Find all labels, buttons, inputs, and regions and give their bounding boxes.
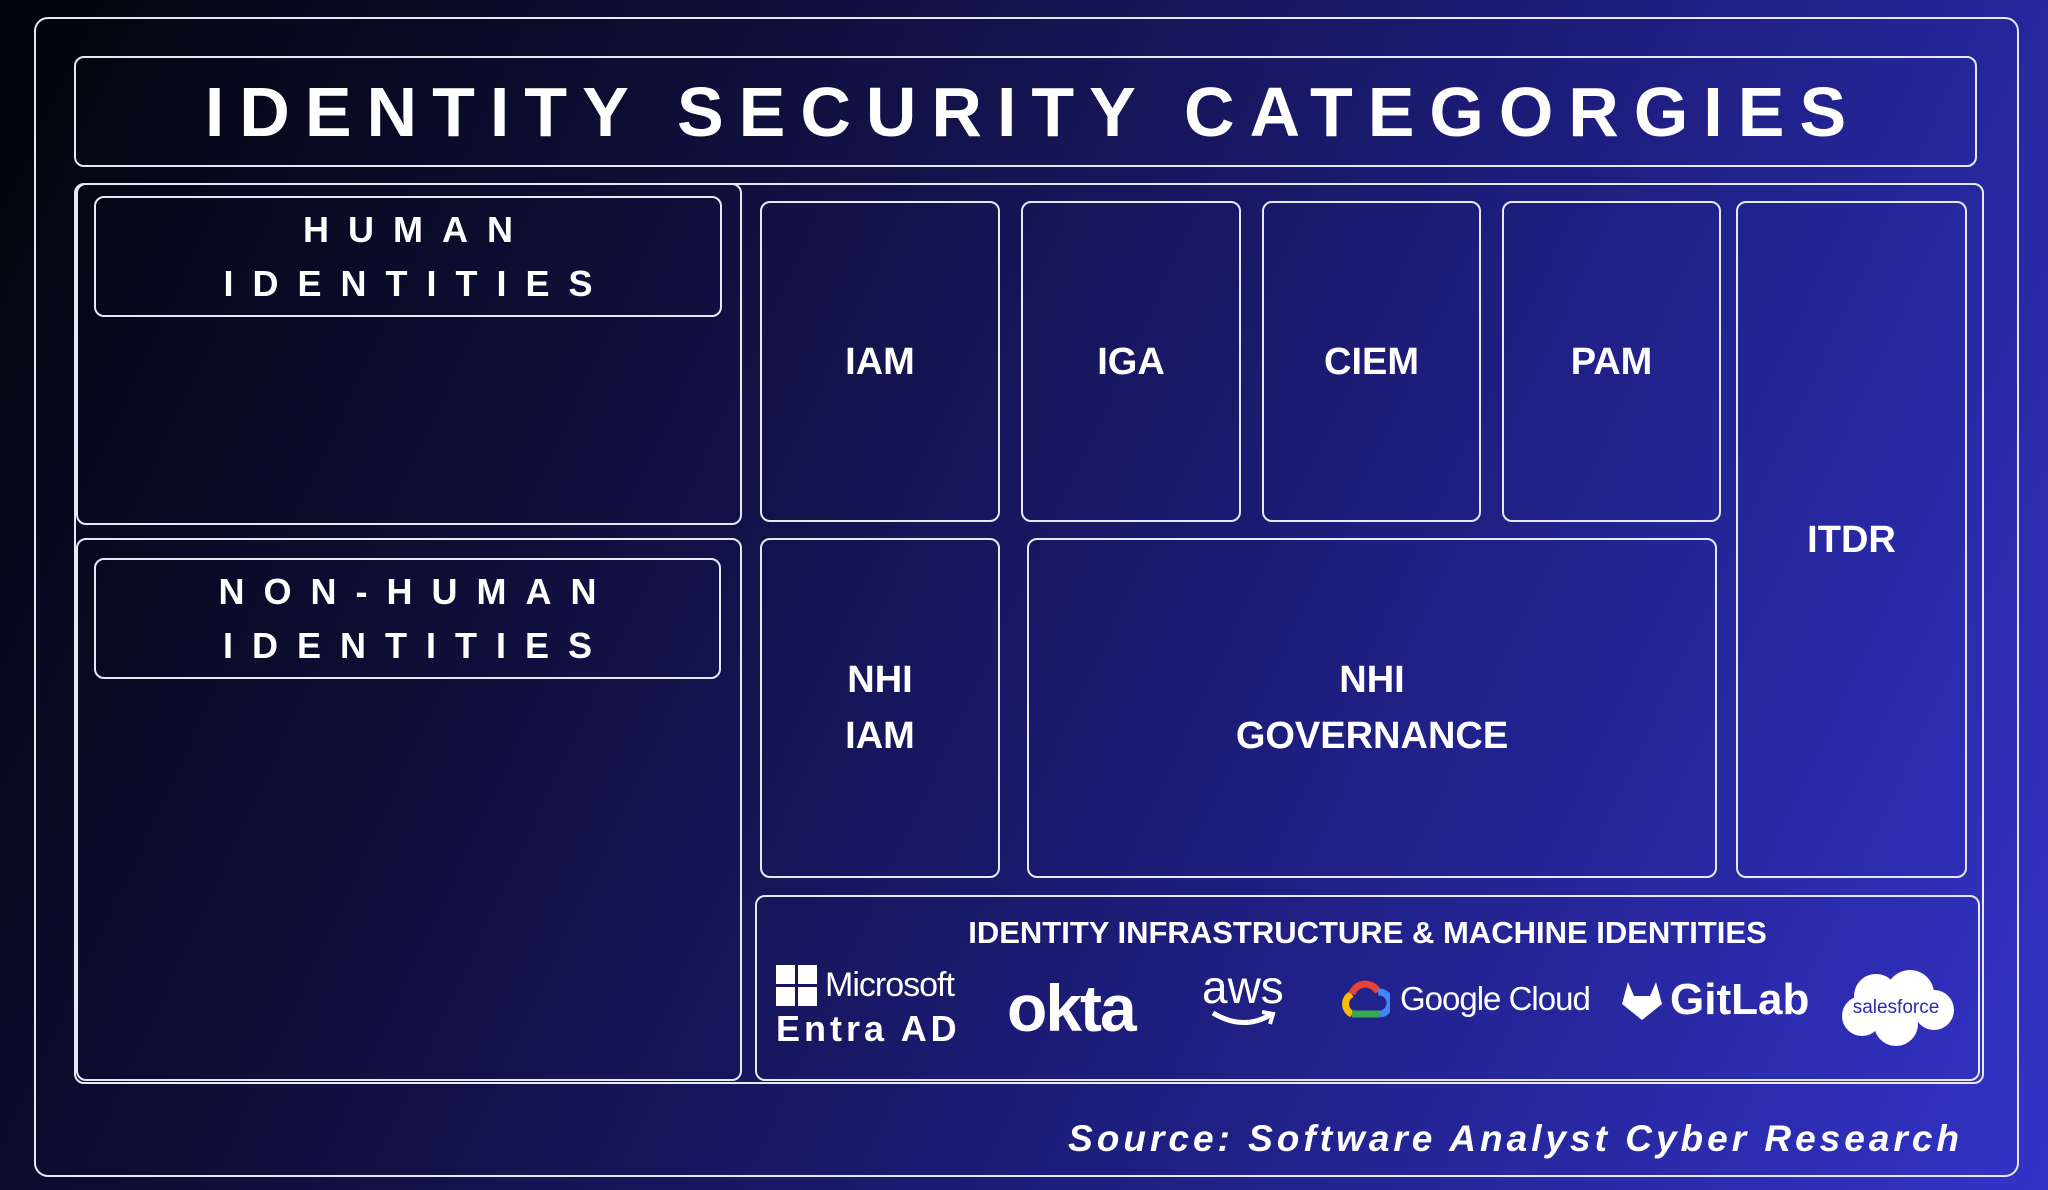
- gitlab-fox-icon: [1622, 982, 1662, 1020]
- microsoft-entra-logo: Microsoft Entra AD: [776, 965, 961, 1049]
- okta-logo: okta: [1007, 971, 1137, 1045]
- source-credit: Source: Software Analyst Cyber Research: [1068, 1118, 1963, 1159]
- human-identities-label: HUMAN IDENTITIES: [94, 196, 722, 317]
- human-identities-section: [76, 183, 742, 525]
- nonhuman-identities-label: NON-HUMAN IDENTITIES: [94, 558, 721, 679]
- salesforce-cloud-icon: [1842, 970, 1954, 1046]
- nonhuman-identities-section: [76, 538, 742, 1081]
- amazon-smile-icon: [1211, 1010, 1276, 1025]
- category-pam: PAM: [1502, 201, 1721, 522]
- identity-infrastructure-section: IDENTITY INFRASTRUCTURE & MACHINE IDENTI…: [755, 895, 1980, 1081]
- category-iga: IGA: [1021, 201, 1241, 522]
- outer-frame: [34, 17, 2019, 1177]
- category-nhi-iam: NHI IAM: [760, 538, 1000, 878]
- gitlab-logo: GitLab: [1620, 975, 1809, 1025]
- category-iam: IAM: [760, 201, 1000, 522]
- main-container: [74, 183, 1984, 1084]
- google-cloud-logo: Google Cloud: [1340, 980, 1591, 1018]
- infra-title: IDENTITY INFRASTRUCTURE & MACHINE IDENTI…: [968, 915, 1767, 950]
- aws-logo: aws: [1202, 964, 1284, 1029]
- title-box: IDENTITY SECURITY CATEGORGIES: [74, 56, 1977, 167]
- category-itdr: ITDR: [1736, 201, 1967, 878]
- category-ciem: CIEM: [1262, 201, 1481, 522]
- page-title: IDENTITY SECURITY CATEGORGIES: [204, 72, 1862, 151]
- windows-icon: [776, 965, 817, 1006]
- salesforce-logo: salesforce: [1838, 968, 1954, 1048]
- google-cloud-icon: [1342, 980, 1390, 1018]
- category-nhi-governance: NHI GOVERNANCE: [1027, 538, 1717, 878]
